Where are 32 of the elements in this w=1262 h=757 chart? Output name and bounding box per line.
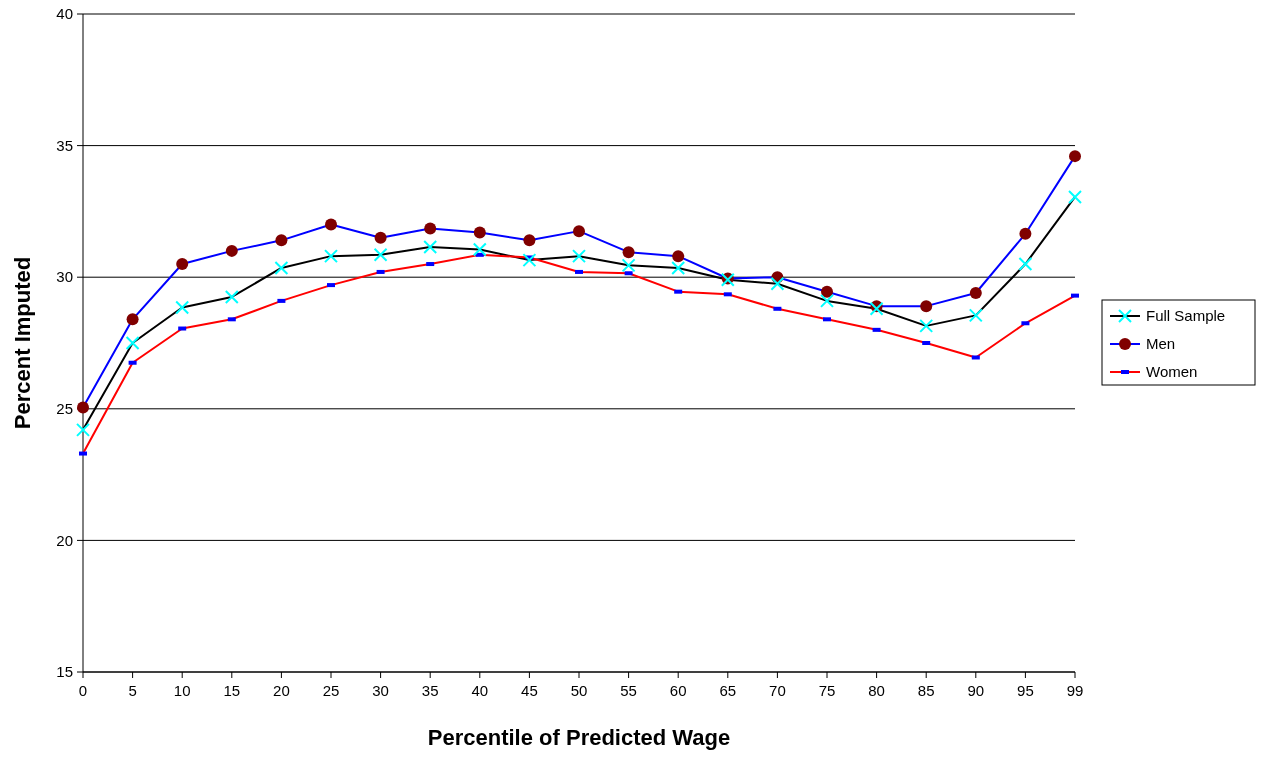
x-tick-label: 5 [128, 682, 137, 699]
x-tick-label: 80 [868, 682, 885, 699]
y-tick-label: 40 [56, 5, 73, 23]
x-axis-title: Percentile of Predicted Wage [427, 725, 731, 750]
y-axis-title: Percent Imputed [10, 256, 35, 430]
x-tick-label: 10 [173, 682, 191, 699]
legend-label: Men [1146, 335, 1176, 353]
x-tick-label: 85 [917, 682, 935, 699]
x-tick-label: 25 [322, 682, 340, 699]
x-tick-label: 15 [223, 682, 241, 699]
x-tick-label: 60 [669, 682, 687, 699]
x-tick-label: 45 [521, 682, 538, 699]
x-tick-label: 75 [818, 682, 836, 699]
y-tick-label: 35 [56, 136, 73, 154]
legend-label: Women [1146, 363, 1198, 381]
y-tick-label: 20 [56, 531, 73, 549]
x-tick-label: 20 [273, 682, 290, 699]
x-tick-label: 40 [471, 682, 489, 699]
y-tick-label: 30 [56, 268, 73, 286]
y-tick-label: 25 [56, 400, 73, 418]
x-tick-label: 99 [1066, 682, 1084, 699]
x-tick-label: 95 [1017, 682, 1034, 699]
legend-label: Full Sample [1146, 307, 1226, 325]
y-tick-label: 15 [56, 663, 73, 681]
x-tick-label: 55 [620, 682, 637, 699]
x-tick-label: 90 [967, 682, 985, 699]
x-tick-label: 0 [78, 682, 88, 699]
x-tick-label: 30 [372, 682, 389, 699]
x-tick-label: 65 [719, 682, 737, 699]
x-tick-label: 50 [570, 682, 588, 699]
x-tick-label: 70 [769, 682, 786, 699]
x-tick-label: 35 [421, 682, 439, 699]
